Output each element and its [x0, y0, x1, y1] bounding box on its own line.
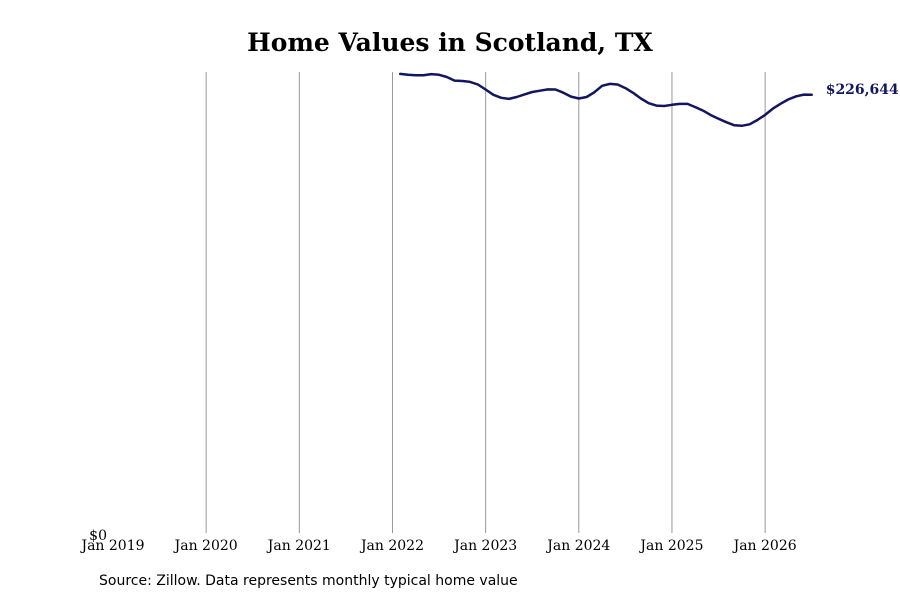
- data-point: [438, 73, 440, 76]
- data-point: [663, 105, 666, 107]
- x-tick-label: Jan 2021: [266, 538, 331, 554]
- data-point: [508, 97, 510, 100]
- data-point: [407, 73, 409, 76]
- data-point: [725, 121, 728, 124]
- data-point: [546, 88, 549, 91]
- end-label-layer: $226,644: [826, 82, 899, 98]
- data-point: [702, 109, 704, 112]
- data-point: [771, 107, 774, 110]
- data-point: [740, 124, 743, 127]
- data-point: [492, 93, 495, 96]
- data-point: [577, 97, 580, 100]
- data-point: [484, 88, 487, 91]
- data-point: [686, 103, 689, 105]
- data-point: [469, 80, 472, 83]
- data-point: [709, 114, 712, 117]
- data-point: [748, 123, 751, 126]
- data-point: [570, 95, 572, 98]
- data-point: [476, 83, 479, 86]
- series-layer: [398, 72, 813, 128]
- data-point: [531, 91, 534, 93]
- source-note: Source: Zillow. Data represents monthly …: [99, 573, 518, 589]
- data-point: [803, 93, 805, 96]
- data-point: [430, 73, 433, 75]
- x-tick-label: Jan 2024: [545, 538, 610, 554]
- data-point: [616, 83, 619, 86]
- data-point: [539, 89, 541, 92]
- x-tick-label: Jan 2026: [732, 538, 797, 554]
- data-point: [795, 95, 798, 98]
- data-point: [461, 80, 464, 82]
- y-axis-ticks: $0: [89, 528, 107, 544]
- data-point: [500, 96, 503, 99]
- data-point: [694, 106, 697, 108]
- data-point: [624, 87, 627, 89]
- chart-title: Home Values in Scotland, TX: [247, 28, 653, 57]
- x-tick-label: Jan 2022: [359, 538, 424, 554]
- x-tick-label: Jan 2020: [173, 538, 238, 554]
- data-point: [414, 74, 417, 77]
- data-point: [647, 102, 650, 105]
- data-point: [779, 102, 782, 105]
- data-point: [515, 96, 518, 98]
- gridlines: [205, 72, 766, 533]
- data-point: [756, 119, 759, 121]
- data-point: [810, 93, 813, 96]
- data-point: [655, 104, 658, 107]
- x-tick-label: Jan 2025: [638, 538, 703, 554]
- end-value-label: $226,644: [826, 82, 899, 98]
- x-axis-ticks: Jan 2019 Jan 2020 Jan 2021 Jan 2022 Jan 2023…: [79, 538, 796, 554]
- data-point: [640, 97, 642, 100]
- data-point: [601, 84, 603, 87]
- data-point: [593, 91, 596, 94]
- data-point: [764, 114, 767, 116]
- x-tick-label: Jan 2023: [452, 538, 517, 554]
- data-point: [717, 117, 720, 120]
- data-point: [422, 74, 425, 77]
- series-line: [398, 72, 813, 128]
- data-point: [733, 124, 735, 127]
- data-point: [787, 98, 790, 101]
- data-point: [453, 79, 456, 82]
- data-point: [554, 88, 557, 91]
- data-point: [523, 93, 526, 96]
- x-tick-label: Jan 2019: [79, 538, 144, 554]
- data-point: [608, 83, 611, 85]
- data-point: [678, 103, 681, 105]
- data-point: [585, 96, 588, 98]
- data-point: [562, 91, 565, 94]
- data-point: [399, 72, 402, 75]
- data-point: [445, 76, 448, 78]
- data-point: [671, 103, 673, 106]
- y-tick-label: $0: [89, 528, 107, 544]
- data-point: [632, 92, 635, 94]
